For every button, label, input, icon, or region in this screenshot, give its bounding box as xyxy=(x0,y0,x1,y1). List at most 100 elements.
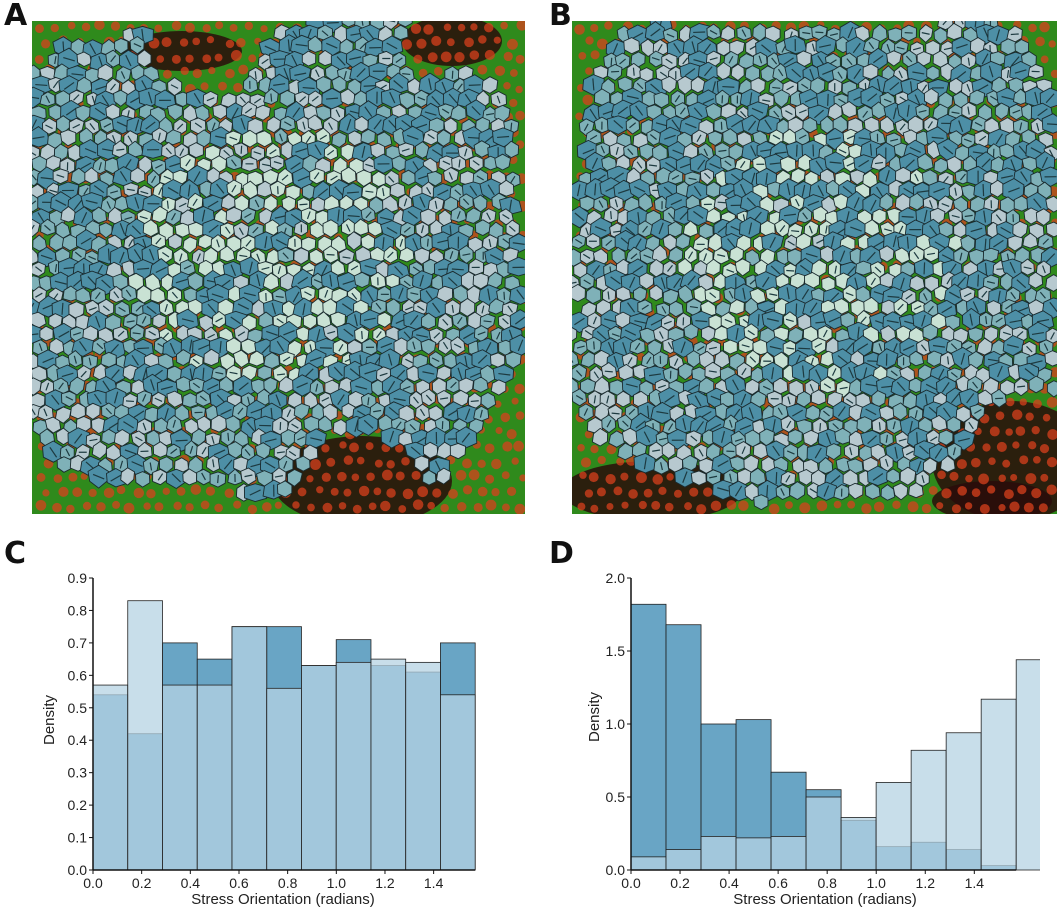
stress-orientation-line xyxy=(161,251,170,258)
stress-orientation-line xyxy=(931,136,944,140)
stress-orientation-line xyxy=(417,96,426,101)
stress-orientation-line xyxy=(673,277,682,289)
nucleus xyxy=(620,472,629,481)
stress-orientation-line xyxy=(295,148,308,153)
stress-orientation-line xyxy=(517,339,524,352)
nucleus xyxy=(230,50,242,61)
nucleus xyxy=(368,502,377,511)
cell xyxy=(723,339,738,355)
nucleus xyxy=(937,470,946,480)
cell xyxy=(346,231,362,251)
stress-orientation-line xyxy=(110,55,117,63)
stress-orientation-line xyxy=(402,385,411,390)
stress-orientation-line xyxy=(918,109,927,113)
stress-orientation-line xyxy=(799,264,811,273)
nucleus xyxy=(515,54,525,64)
stress-orientation-line xyxy=(822,329,828,338)
stress-orientation-line xyxy=(462,253,471,256)
stress-orientation-line xyxy=(45,95,51,104)
nucleus xyxy=(515,110,525,121)
stress-orientation-line xyxy=(349,368,360,377)
stress-orientation-line xyxy=(354,420,359,432)
stress-orientation-line xyxy=(822,69,834,75)
nucleus xyxy=(202,54,212,64)
nucleus xyxy=(274,501,282,509)
stress-orientation-line xyxy=(192,358,200,365)
nucleus xyxy=(247,504,258,514)
stress-orientation-line xyxy=(366,29,375,40)
stress-orientation-line xyxy=(941,254,954,261)
stress-orientation-line xyxy=(231,159,237,167)
cell xyxy=(855,260,872,276)
stress-orientation-line xyxy=(663,320,672,325)
stress-orientation-line xyxy=(387,353,393,366)
cell xyxy=(488,298,505,315)
stress-orientation-line xyxy=(150,379,155,391)
stress-orientation-line xyxy=(1049,301,1057,313)
stress-orientation-line xyxy=(181,318,194,323)
stress-orientation-line xyxy=(772,86,781,89)
cell xyxy=(589,217,613,239)
nucleus xyxy=(502,503,510,512)
stress-orientation-line xyxy=(867,93,878,102)
stress-orientation-line xyxy=(380,342,393,349)
stress-orientation-line xyxy=(1008,187,1020,193)
cell xyxy=(240,207,257,225)
nucleus xyxy=(401,39,413,50)
cell xyxy=(1022,232,1039,249)
stress-orientation-line xyxy=(981,53,989,65)
stress-orientation-line xyxy=(147,91,153,104)
cell xyxy=(734,258,751,277)
cell xyxy=(690,76,706,94)
stress-orientation-line xyxy=(149,462,153,471)
stress-orientation-line xyxy=(314,144,322,156)
nucleus xyxy=(50,23,59,33)
cell xyxy=(423,441,439,459)
stress-orientation-line xyxy=(237,407,244,415)
stress-orientation-line xyxy=(111,369,120,380)
cell xyxy=(449,442,467,460)
stress-orientation-line xyxy=(591,264,601,276)
cell xyxy=(1027,321,1050,343)
nucleus xyxy=(1017,484,1027,495)
stress-orientation-line xyxy=(785,110,793,116)
stress-orientation-line xyxy=(217,475,219,484)
stress-orientation-line xyxy=(785,318,794,323)
stress-orientation-line xyxy=(213,449,226,456)
stress-orientation-line xyxy=(769,345,782,350)
stress-orientation-line xyxy=(78,340,87,352)
nucleus xyxy=(68,472,78,482)
stress-orientation-line xyxy=(629,276,636,289)
stress-orientation-line xyxy=(627,148,634,156)
stress-orientation-line xyxy=(437,239,450,244)
stress-orientation-line xyxy=(83,187,89,195)
stress-orientation-line xyxy=(292,291,300,303)
nucleus xyxy=(156,55,165,63)
stress-orientation-line xyxy=(837,71,843,79)
stress-orientation-line xyxy=(963,138,972,143)
stress-orientation-line xyxy=(622,342,628,354)
nucleus xyxy=(402,488,414,500)
stress-orientation-line xyxy=(892,107,897,120)
stress-orientation-line xyxy=(131,461,143,467)
stress-orientation-line xyxy=(164,408,169,420)
stress-orientation-line xyxy=(972,301,979,313)
stress-orientation-line xyxy=(313,279,322,284)
stress-orientation-line xyxy=(382,237,385,250)
nucleus xyxy=(205,486,216,496)
stress-orientation-line xyxy=(717,254,726,257)
stress-orientation-line xyxy=(457,316,463,325)
cell xyxy=(895,166,911,184)
stress-orientation-line xyxy=(327,330,336,335)
stress-orientation-line xyxy=(649,134,657,140)
cell xyxy=(360,128,376,145)
stress-orientation-line xyxy=(74,251,82,258)
stress-orientation-line xyxy=(454,189,462,196)
cell xyxy=(112,273,129,290)
cell xyxy=(498,179,515,197)
stress-orientation-line xyxy=(216,239,220,248)
cell xyxy=(360,206,376,223)
stress-orientation-line xyxy=(367,397,370,406)
cell xyxy=(504,140,520,159)
cell xyxy=(414,455,430,473)
